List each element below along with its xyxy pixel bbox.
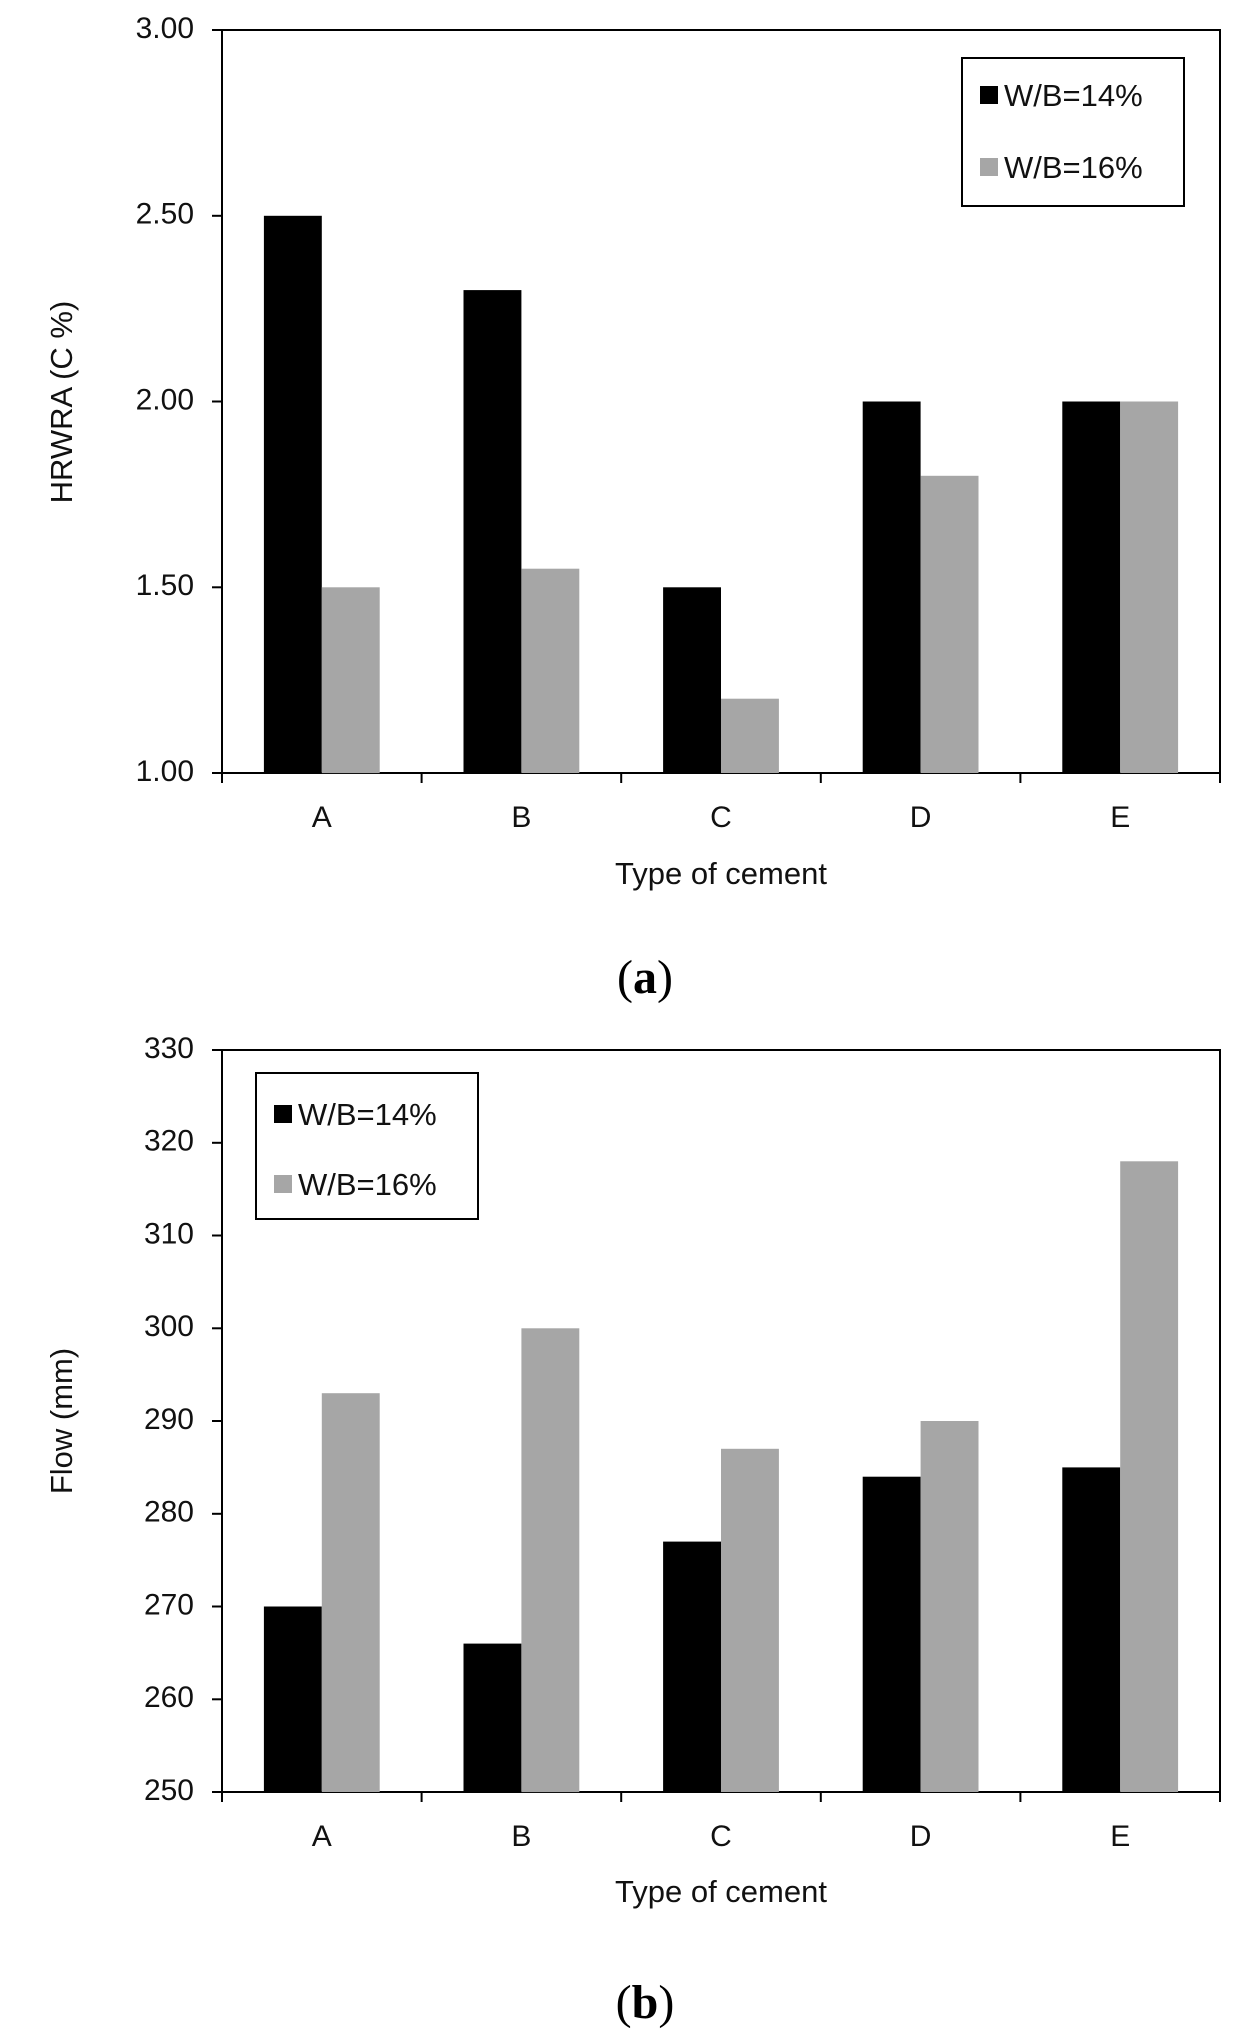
bar-b-e-w-b-16 [1120,1161,1179,1792]
bar-b-b-w-b-16 [521,1328,580,1793]
bar-b-a-w-b-16 [321,1393,380,1792]
panel-label-a: (a) [617,951,673,1004]
bar-b-c-w-b-16 [721,1448,779,1792]
x-tick-label-a-a: A [312,801,332,834]
x-tick-label-b-b: B [511,1820,531,1853]
legend-swatch-w-b-16-a [980,158,998,176]
legend-box-b [255,1072,479,1220]
x-axis-title-a: Type of cement [615,856,827,891]
panel-label-b: (b) [616,1976,675,2029]
bar-a-b-w-b-16 [521,568,580,773]
y-tick-label-b-5: 300 [144,1310,194,1343]
legend-b: W/B=14% W/B=16% [255,1072,479,1220]
y-axis-title-a: HRWRA (C %) [44,301,79,504]
legend-swatch-w-b-16-b [274,1175,292,1193]
bar-a-e-w-b-14 [1062,401,1121,773]
y-tick-label-a-1: 1.50 [136,569,194,602]
x-tick-label-a-b: B [511,801,531,834]
x-tick-label-a-d: D [910,801,932,834]
bar-b-d-w-b-16 [920,1421,979,1792]
x-tick-label-a-e: E [1110,801,1130,834]
legend-a: W/B=14% W/B=16% [961,57,1185,207]
bar-a-a-w-b-14 [263,215,322,774]
y-axis-a: 1.00 1.50 2.00 2.50 3.00 [136,12,222,788]
x-axis-b: A B C D E [221,1792,1221,1853]
y-tick-label-a-3: 2.50 [136,198,194,231]
y-tick-label-b-6: 310 [144,1217,194,1250]
bar-b-b-w-b-14 [463,1643,522,1792]
x-tick-label-b-c: C [710,1820,732,1853]
y-tick-label-b-4: 290 [144,1403,194,1436]
bar-a-d-w-b-14 [862,401,921,773]
bar-a-b-w-b-14 [463,290,522,773]
x-axis-title-b: Type of cement [615,1874,827,1909]
bars-b [263,1161,1179,1793]
bar-a-c-w-b-16 [721,698,779,773]
legend-label-w-b-14-b: W/B=14% [298,1097,437,1132]
bar-b-d-w-b-14 [862,1476,921,1792]
y-tick-label-a-4: 3.00 [136,12,194,45]
chart-flow: 250 260 270 280 290 300 310 320 330 A B C D E Flow (… [44,1032,1221,1909]
y-tick-label-b-0: 250 [144,1774,194,1807]
bar-b-a-w-b-14 [263,1606,322,1792]
bar-a-d-w-b-16 [920,475,979,773]
y-tick-label-b-7: 320 [144,1125,194,1158]
legend-swatch-w-b-14-b [274,1105,292,1123]
x-tick-label-b-d: D [910,1820,932,1853]
bar-b-c-w-b-14 [663,1541,721,1792]
y-tick-label-a-0: 1.00 [136,755,194,788]
bar-b-e-w-b-14 [1062,1467,1121,1792]
y-tick-label-b-8: 330 [144,1032,194,1065]
bar-a-c-w-b-14 [663,587,721,774]
y-tick-label-a-2: 2.00 [136,383,194,416]
legend-label-w-b-16-a: W/B=16% [1004,150,1143,185]
y-axis-b: 250 260 270 280 290 300 310 320 330 [144,1032,222,1807]
x-tick-label-a-c: C [710,801,732,834]
legend-swatch-w-b-14-a [980,86,998,104]
bar-a-e-w-b-16 [1120,401,1179,773]
y-axis-title-b: Flow (mm) [44,1348,79,1494]
x-tick-label-b-e: E [1110,1820,1130,1853]
bars-a [263,215,1179,774]
legend-box-a [961,57,1185,207]
x-axis-a: A B C D E [221,773,1221,834]
legend-label-w-b-14-a: W/B=14% [1004,78,1143,113]
y-tick-label-b-3: 280 [144,1496,194,1529]
y-tick-label-b-2: 270 [144,1588,194,1621]
legend-label-w-b-16-b: W/B=16% [298,1167,437,1202]
bar-a-a-w-b-16 [321,587,380,774]
chart-hrwra: 1.00 1.50 2.00 2.50 3.00 A B C D E HRWRA (C %) T… [44,12,1221,891]
x-tick-label-b-a: A [312,1820,332,1853]
y-tick-label-b-1: 260 [144,1681,194,1714]
